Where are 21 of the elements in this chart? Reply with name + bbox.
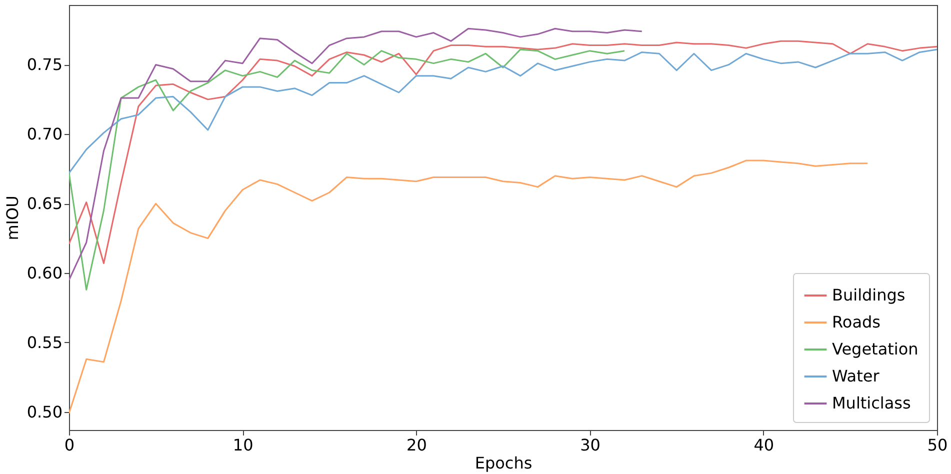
legend-label: Buildings [832,286,906,304]
x-tick-label: 0 [64,436,75,454]
x-tick-label: 30 [580,436,600,454]
line-series [69,48,937,174]
x-tick-label: 40 [754,436,774,454]
line-series [69,40,937,264]
legend-label: Water [832,366,880,386]
y-tick-label: 0.50 [26,402,62,422]
legend-label: Vegetation [832,340,918,358]
y-tick-label: 0.75 [26,55,62,74]
x-axis-title: Epochs [474,454,532,472]
x-tick-label: 50 [927,436,948,454]
x-tick-label: 10 [232,436,254,454]
x-tick-label: 20 [406,436,427,454]
y-tick-label: 0.60 [26,264,62,283]
y-axis-title: mIOU [2,196,22,240]
legend-label: Roads [832,312,880,332]
y-tick-label: 0.65 [26,194,62,214]
y-tick-label: 0.55 [26,333,62,352]
legend-label: Multiclass [832,394,911,412]
y-tick-label: 0.70 [26,124,62,144]
